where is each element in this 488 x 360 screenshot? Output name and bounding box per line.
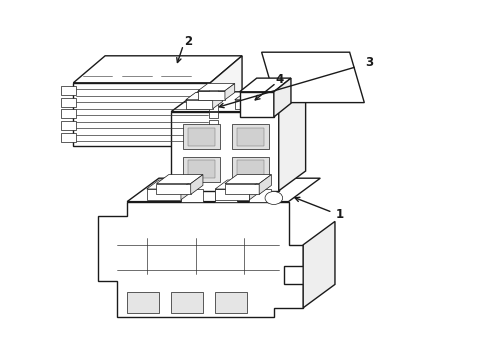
Text: 1: 1: [335, 208, 343, 221]
Polygon shape: [249, 180, 261, 200]
Polygon shape: [73, 56, 242, 83]
Polygon shape: [234, 100, 261, 109]
Polygon shape: [185, 100, 212, 109]
Bar: [209, 88, 218, 95]
Bar: [209, 112, 218, 118]
Bar: [209, 96, 218, 103]
Polygon shape: [239, 78, 290, 92]
Polygon shape: [73, 83, 210, 146]
Polygon shape: [156, 184, 190, 194]
Bar: [209, 136, 218, 142]
Bar: [61, 98, 76, 107]
Polygon shape: [273, 78, 290, 117]
Bar: [61, 121, 76, 130]
Bar: [181, 189, 203, 202]
Bar: [215, 292, 246, 313]
Polygon shape: [98, 202, 303, 317]
Polygon shape: [259, 175, 271, 194]
Polygon shape: [185, 93, 222, 100]
Polygon shape: [261, 52, 364, 103]
Polygon shape: [215, 180, 261, 189]
Polygon shape: [198, 91, 224, 100]
Polygon shape: [198, 84, 234, 91]
Bar: [232, 124, 268, 149]
Bar: [209, 120, 218, 126]
Bar: [183, 157, 220, 182]
Text: 3: 3: [365, 57, 372, 69]
Bar: [127, 292, 159, 313]
Polygon shape: [224, 184, 259, 194]
Bar: [209, 104, 218, 111]
Bar: [183, 124, 220, 149]
Polygon shape: [210, 56, 242, 146]
Polygon shape: [224, 84, 234, 100]
Polygon shape: [146, 189, 181, 200]
Polygon shape: [224, 175, 271, 184]
Polygon shape: [156, 175, 203, 184]
Polygon shape: [146, 180, 193, 189]
Polygon shape: [273, 84, 283, 100]
Polygon shape: [215, 189, 249, 200]
Polygon shape: [171, 112, 278, 191]
Polygon shape: [190, 175, 203, 194]
Polygon shape: [181, 180, 193, 200]
Polygon shape: [127, 178, 320, 202]
Bar: [188, 160, 215, 178]
Polygon shape: [234, 93, 271, 100]
Polygon shape: [246, 91, 273, 100]
Text: 2: 2: [184, 35, 192, 48]
Text: 4: 4: [275, 73, 283, 86]
Polygon shape: [261, 93, 271, 109]
Bar: [209, 128, 218, 134]
Polygon shape: [303, 221, 334, 308]
Bar: [171, 292, 203, 313]
Polygon shape: [278, 92, 305, 191]
Bar: [237, 160, 264, 178]
Bar: [237, 128, 264, 146]
Bar: [232, 157, 268, 182]
Bar: [249, 189, 271, 202]
Circle shape: [264, 192, 282, 204]
Bar: [61, 133, 76, 142]
Bar: [188, 128, 215, 146]
Polygon shape: [212, 93, 222, 109]
Polygon shape: [171, 92, 305, 112]
Bar: [215, 189, 237, 202]
Bar: [61, 109, 76, 118]
Polygon shape: [239, 92, 273, 117]
Bar: [61, 86, 76, 95]
Polygon shape: [246, 84, 283, 91]
